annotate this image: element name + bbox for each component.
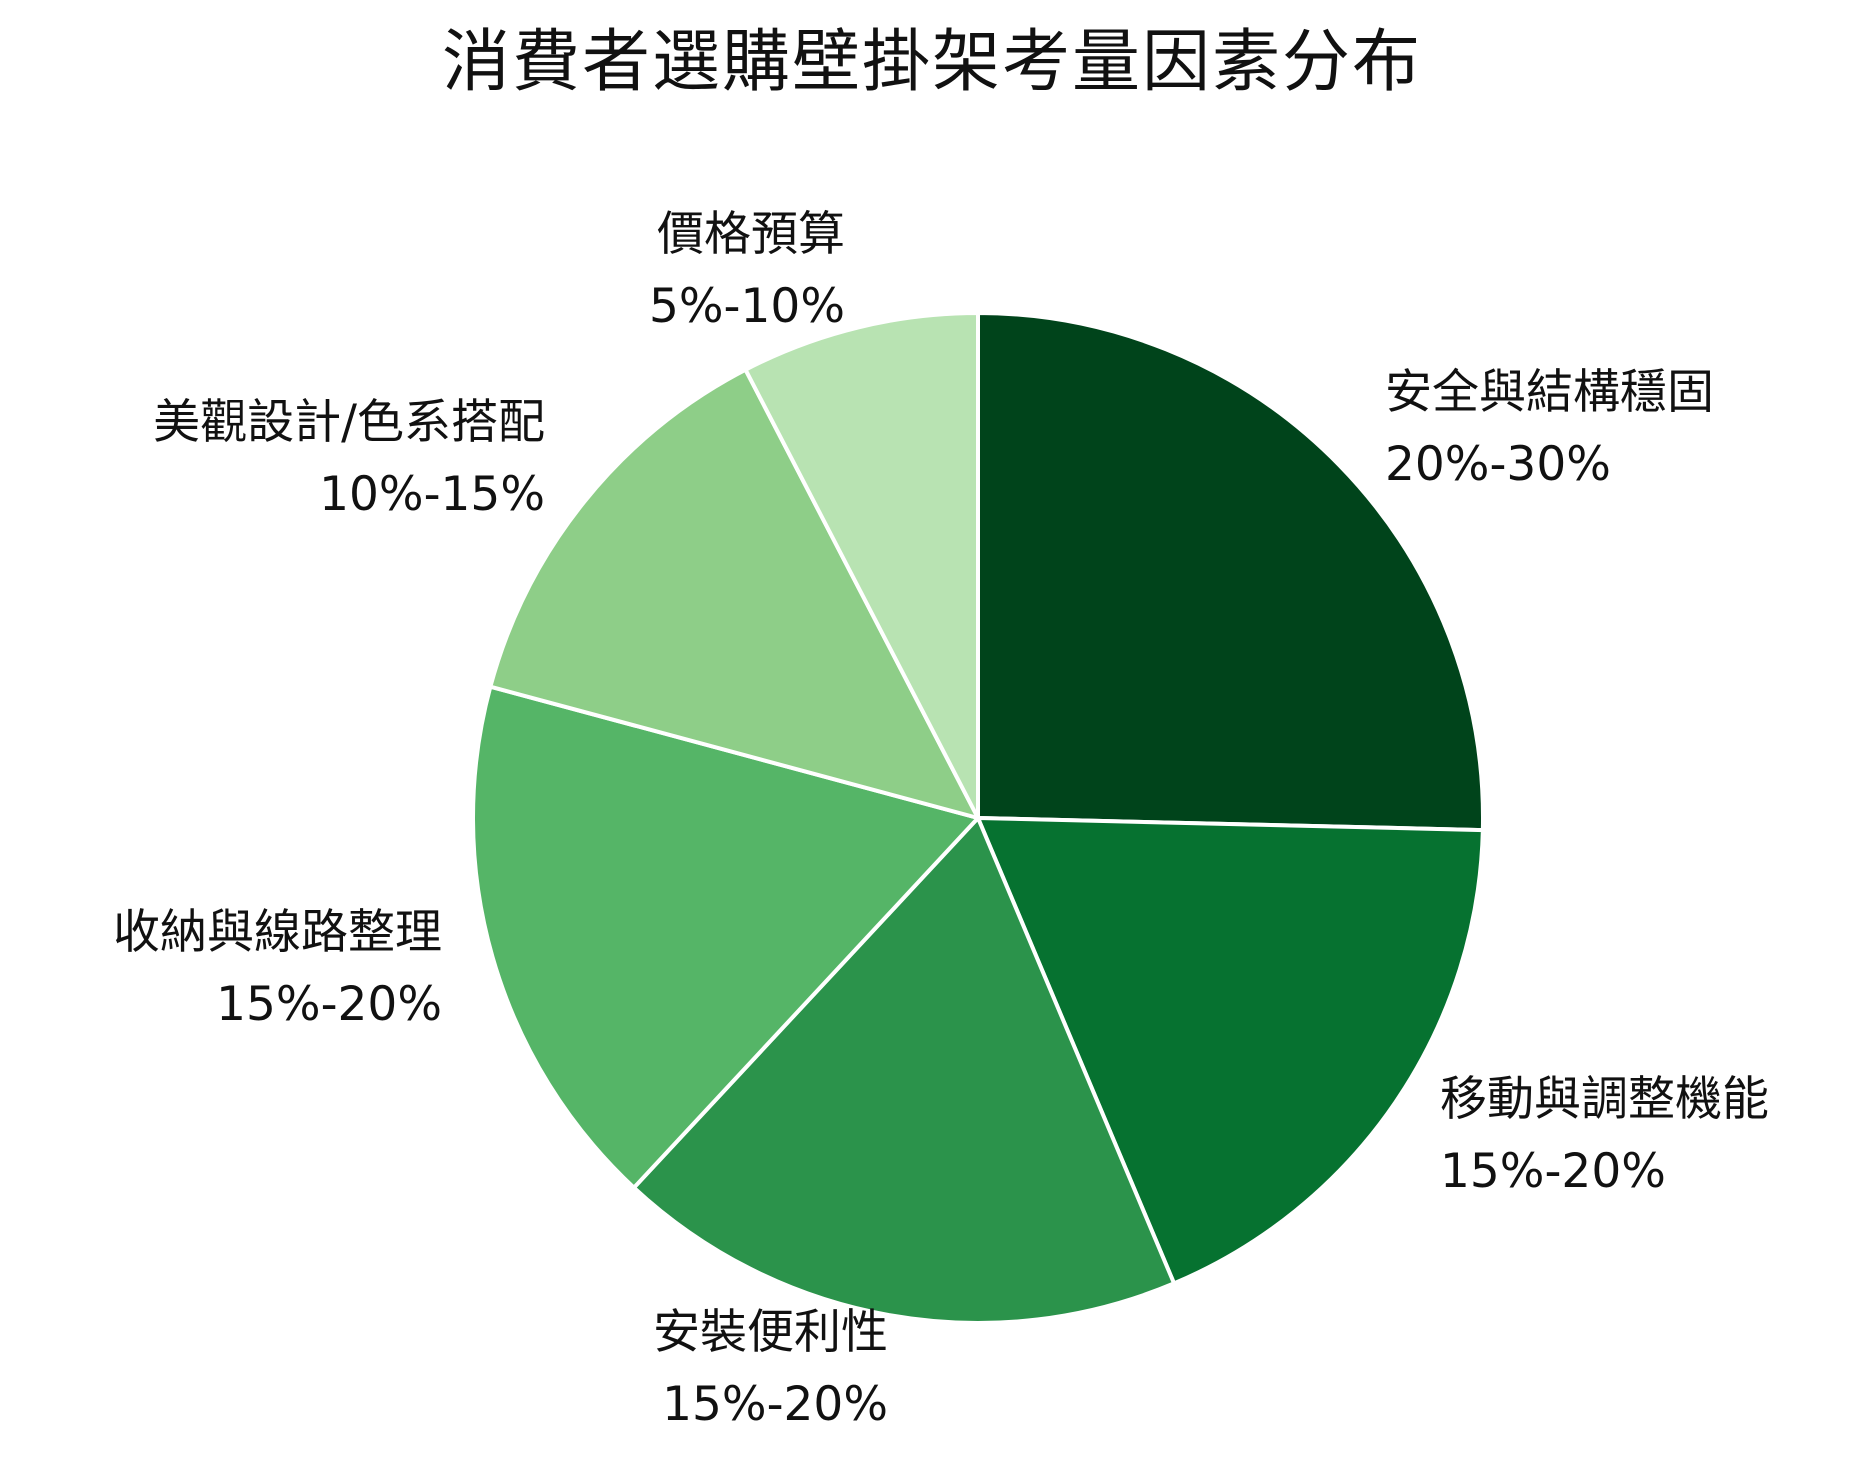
slice-label-name-6: 價格預算: [657, 207, 845, 262]
slice-label-name-3: 安裝便利性: [653, 1305, 888, 1360]
chart-title: 消費者選購壁掛架考量因素分布: [441, 23, 1422, 102]
pie-labels: 安全與結構穩固 20%-30% 移動與調整機能 15%-20% 安裝便利性 15%-20%…: [113, 207, 1769, 1432]
pie-slice-5: [488, 367, 980, 820]
pie-slice-2: [976, 816, 1485, 1286]
slice-label-range-2: 15%-20%: [1440, 1144, 1666, 1199]
slice-label-range-6: 5%-10%: [649, 279, 845, 334]
slice-label-name-1: 安全與結構穩固: [1385, 365, 1714, 420]
pie-slice-4: [471, 684, 980, 1190]
pie-slice-3: [631, 816, 1177, 1325]
slice-label-name-4: 收納與線路整理: [113, 905, 442, 960]
pie-slice-6: [743, 311, 980, 820]
pie-slices: [471, 311, 1485, 1325]
slice-label-range-1: 20%-30%: [1385, 437, 1611, 492]
slice-label-name-2: 移動與調整機能: [1440, 1072, 1769, 1127]
slice-label-range-5: 10%-15%: [319, 467, 545, 522]
slice-label-range-4: 15%-20%: [216, 977, 442, 1032]
pie-slice-1: [976, 311, 1485, 833]
slice-label-name-5: 美觀設計/色系搭配: [153, 395, 545, 450]
slice-label-range-3: 15%-20%: [662, 1377, 888, 1432]
